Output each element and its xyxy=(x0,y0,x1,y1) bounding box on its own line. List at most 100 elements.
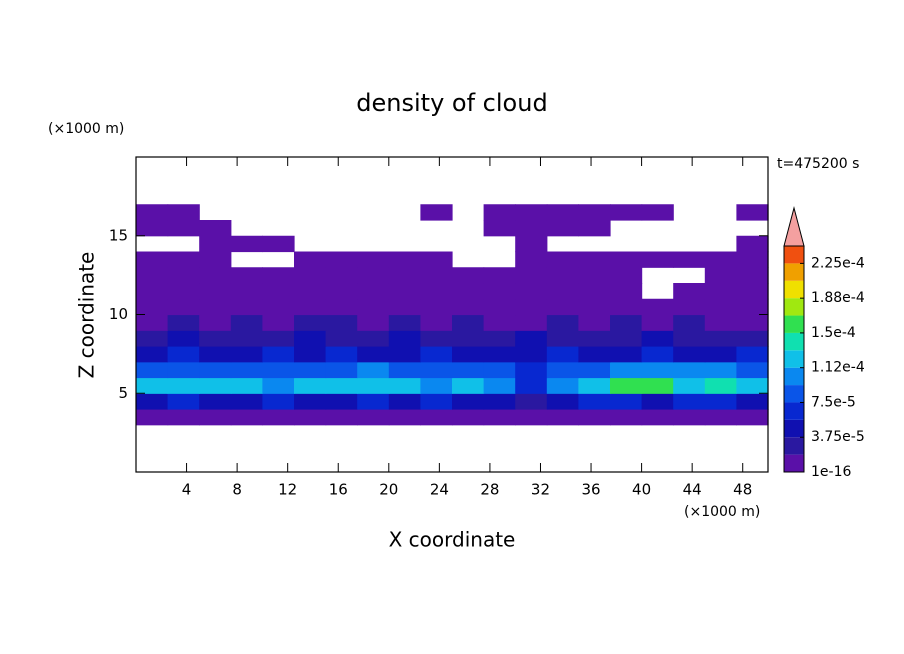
colorbar-band xyxy=(784,402,804,420)
contour-cell xyxy=(420,298,453,316)
x-tick-label: 44 xyxy=(683,481,702,499)
contour-cell xyxy=(388,330,421,347)
contour-cell xyxy=(704,298,737,316)
contour-cell xyxy=(136,361,169,379)
contour-cell xyxy=(199,346,232,363)
contour-cell xyxy=(230,377,263,394)
contour-cell xyxy=(546,409,579,426)
contour-cell xyxy=(420,346,453,363)
contour-cell xyxy=(452,267,485,284)
contour-cell xyxy=(420,330,453,347)
contour-cell xyxy=(610,409,643,426)
contour-cell xyxy=(136,220,169,237)
contour-cell xyxy=(704,393,737,410)
contour-cell xyxy=(167,204,200,221)
colorbar-band xyxy=(784,332,804,351)
contour-cell xyxy=(136,298,169,316)
contour-cell xyxy=(452,393,485,410)
contour-cell xyxy=(483,267,516,284)
contour-cell xyxy=(262,346,295,363)
contour-cell xyxy=(136,409,169,426)
contour-cell xyxy=(515,330,548,347)
contour-cell xyxy=(546,330,579,347)
contour-cell xyxy=(388,409,421,426)
contour-cell xyxy=(736,314,769,331)
contour-cell xyxy=(136,314,169,331)
contour-cell xyxy=(230,361,263,379)
contour-cell xyxy=(704,251,737,268)
colorbar-band xyxy=(784,350,804,368)
contour-cell xyxy=(357,377,390,394)
contour-cell xyxy=(578,314,611,331)
contour-cell xyxy=(136,251,169,268)
contour-cell xyxy=(641,361,674,379)
contour-cell xyxy=(262,409,295,426)
colorbar-band xyxy=(784,454,804,472)
contour-cell xyxy=(673,361,706,379)
contour-cell xyxy=(578,204,611,221)
contour-cell xyxy=(420,251,453,268)
contour-cell xyxy=(610,283,643,300)
contour-cell xyxy=(199,251,232,268)
contour-cell xyxy=(388,377,421,394)
x-tick-label: 16 xyxy=(329,481,348,499)
contour-cell xyxy=(641,204,674,221)
y-tick-label: 5 xyxy=(118,384,128,402)
contour-cell xyxy=(388,251,421,268)
contour-cell xyxy=(199,220,232,237)
contour-cell xyxy=(673,330,706,347)
contour-cell xyxy=(546,314,579,331)
colorbar-band xyxy=(784,246,804,264)
contour-cell xyxy=(641,393,674,410)
contour-cell xyxy=(167,251,200,268)
x-tick-label: 36 xyxy=(581,481,600,499)
contour-cell xyxy=(578,330,611,347)
contour-cell xyxy=(578,377,611,394)
contour-cell xyxy=(325,393,358,410)
x-tick-label: 28 xyxy=(480,481,499,499)
contour-cell xyxy=(325,314,358,331)
contour-cell xyxy=(420,393,453,410)
contour-cell xyxy=(452,314,485,331)
y-tick-label: 15 xyxy=(109,226,128,244)
contour-cell xyxy=(136,377,169,394)
contour-cell xyxy=(641,346,674,363)
contour-cell xyxy=(294,298,327,316)
contour-cell xyxy=(420,283,453,300)
contour-cell xyxy=(357,283,390,300)
contour-cell xyxy=(483,393,516,410)
colorbar-tick-label: 1.88e-4 xyxy=(811,290,865,306)
contour-cell xyxy=(325,298,358,316)
contour-cell xyxy=(515,409,548,426)
contour-cell xyxy=(294,267,327,284)
contour-cell xyxy=(167,409,200,426)
contour-cell xyxy=(736,251,769,268)
y-unit: (×1000 m) xyxy=(48,121,124,137)
contour-cell xyxy=(199,361,232,379)
contour-cell xyxy=(452,330,485,347)
contour-cell xyxy=(483,361,516,379)
contour-cell xyxy=(357,298,390,316)
contour-cell xyxy=(230,346,263,363)
contour-cell xyxy=(357,409,390,426)
x-unit: (×1000 m) xyxy=(684,504,760,520)
contour-cell xyxy=(167,330,200,347)
contour-cell xyxy=(483,377,516,394)
contour-cell xyxy=(230,235,263,253)
contour-cell xyxy=(262,377,295,394)
contour-cell xyxy=(294,346,327,363)
colorbar-tick-label: 1.12e-4 xyxy=(811,360,865,376)
contour-cell xyxy=(199,314,232,331)
contour-cell xyxy=(230,409,263,426)
contour-cell xyxy=(673,298,706,316)
contour-cell xyxy=(515,377,548,394)
contour-cell xyxy=(641,314,674,331)
contour-cell xyxy=(546,283,579,300)
x-tick-label: 48 xyxy=(733,481,752,499)
contour-cell xyxy=(673,377,706,394)
contour-cell xyxy=(325,409,358,426)
contour-cell xyxy=(199,409,232,426)
contour-cell xyxy=(578,220,611,237)
contour-cell xyxy=(515,314,548,331)
